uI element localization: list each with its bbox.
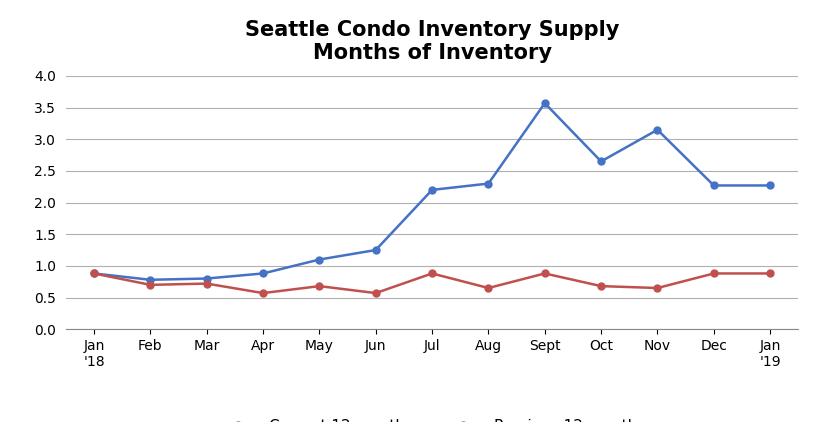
- Current 12 months: [540, 101, 550, 106]
- Line: Current 12 months: Current 12 months: [91, 100, 774, 283]
- Line: Previous 12 months: Previous 12 months: [91, 270, 774, 297]
- Previous 12 months: [371, 290, 381, 295]
- Title: Seattle Condo Inventory Supply
Months of Inventory: Seattle Condo Inventory Supply Months of…: [245, 20, 619, 63]
- Current 12 months: [146, 277, 156, 282]
- Current 12 months: [765, 183, 775, 188]
- Previous 12 months: [202, 281, 212, 286]
- Current 12 months: [596, 159, 606, 164]
- Previous 12 months: [596, 284, 606, 289]
- Current 12 months: [314, 257, 324, 262]
- Current 12 months: [89, 271, 99, 276]
- Previous 12 months: [540, 271, 550, 276]
- Current 12 months: [653, 127, 663, 133]
- Previous 12 months: [258, 290, 268, 295]
- Current 12 months: [709, 183, 718, 188]
- Previous 12 months: [483, 285, 493, 290]
- Previous 12 months: [89, 271, 99, 276]
- Legend: Current 12 months, Previous 12 months: Current 12 months, Previous 12 months: [212, 413, 652, 422]
- Previous 12 months: [146, 282, 156, 287]
- Previous 12 months: [765, 271, 775, 276]
- Previous 12 months: [709, 271, 718, 276]
- Previous 12 months: [653, 285, 663, 290]
- Current 12 months: [483, 181, 493, 186]
- Current 12 months: [427, 187, 437, 192]
- Previous 12 months: [314, 284, 324, 289]
- Current 12 months: [258, 271, 268, 276]
- Current 12 months: [371, 247, 381, 252]
- Previous 12 months: [427, 271, 437, 276]
- Current 12 months: [202, 276, 212, 281]
